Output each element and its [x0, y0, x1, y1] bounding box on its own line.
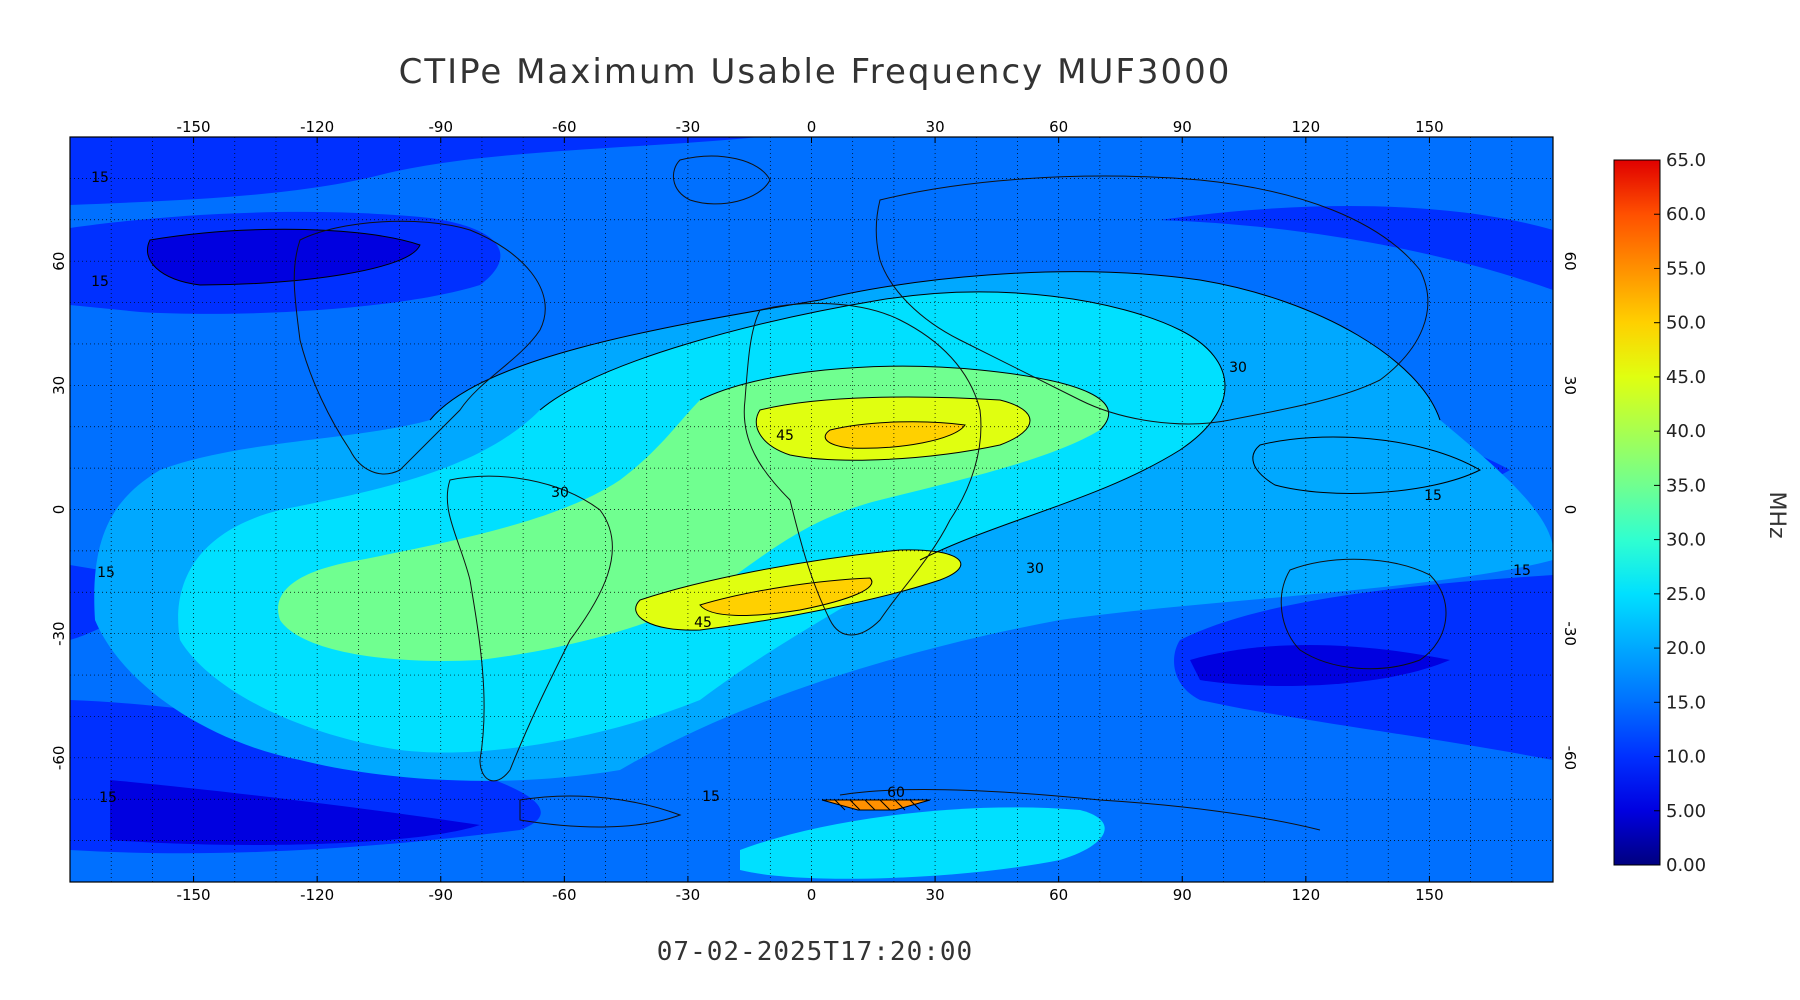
longitude-tick-label: 60	[1049, 886, 1068, 904]
latitude-tick-label: 30	[1561, 376, 1579, 395]
timestamp: 07-02-2025T17:20:00	[657, 937, 973, 967]
polar-hatch	[821, 799, 931, 811]
colorbar-tick-label: 55.0	[1666, 258, 1706, 279]
colorbar-tick-label: 10.0	[1666, 747, 1706, 768]
longitude-tick-label: 150	[1415, 118, 1444, 136]
latitude-tick-label: 0	[1561, 505, 1579, 515]
longitude-tick-label: -120	[300, 886, 334, 904]
graticule-grid	[70, 137, 1553, 882]
contour-label: 15	[702, 789, 720, 805]
contour-label: 30	[1026, 561, 1044, 577]
longitude-ticks-top: -150 -120 -90 -60 -30 0 30 60 90 120 150	[177, 118, 1444, 882]
longitude-ticks-bottom: -150 -120 -90 -60 -30 0 30 60 90 120 150	[177, 886, 1444, 904]
colorbar-tick-label: 60.0	[1666, 204, 1706, 225]
contour-label: 15	[91, 170, 109, 186]
longitude-tick-label: 120	[1292, 118, 1321, 136]
longitude-tick-label: 150	[1415, 886, 1444, 904]
muf-contour-map	[70, 137, 1553, 882]
longitude-tick-label: -60	[552, 118, 577, 136]
colorbar-tick-label: 35.0	[1666, 475, 1706, 496]
colorbar-tick-label: 20.0	[1666, 638, 1706, 659]
low-muf-region-arctic	[70, 137, 760, 205]
contour-lines	[147, 228, 1482, 631]
latitude-tick-label: 0	[50, 505, 68, 515]
contour-labels: 15 15 30 45 30 45 30 15 15 15 15 15 60	[91, 170, 1531, 806]
longitude-tick-label: -90	[429, 886, 454, 904]
contour-label: 60	[887, 785, 905, 801]
latitude-tick-label: -30	[1561, 621, 1579, 646]
contour-label: 15	[99, 790, 117, 806]
longitude-tick-label: -30	[676, 118, 701, 136]
contour-label: 45	[694, 615, 712, 631]
latitude-tick-label: -60	[50, 746, 68, 771]
longitude-tick-label: 0	[807, 886, 817, 904]
muf-max-north	[825, 421, 965, 449]
low-muf-region-north-atlantic	[1160, 206, 1553, 290]
longitude-tick-label: -150	[177, 118, 211, 136]
contour-label: 45	[776, 428, 794, 444]
muf-band-polar-patch	[740, 807, 1105, 879]
colorbar-tick-label: 50.0	[1666, 313, 1706, 334]
contour-label: 15	[91, 274, 109, 290]
colorbar-tick-label: 45.0	[1666, 367, 1706, 388]
colorbar-tick-label: 5.00	[1666, 801, 1706, 822]
latitude-ticks-left: 60 30 0 -30 -60	[50, 252, 68, 770]
longitude-tick-label: 90	[1173, 886, 1192, 904]
longitude-tick-label: -90	[429, 118, 454, 136]
contour-label: 15	[1513, 563, 1531, 579]
latitude-tick-label: -60	[1561, 746, 1579, 771]
chart-title: CTIPe Maximum Usable Frequency MUF3000	[399, 52, 1232, 92]
colorbar-tick-label: 30.0	[1666, 530, 1706, 551]
contour-label: 15	[1424, 488, 1442, 504]
coastlines	[293, 155, 1447, 831]
colorbar-gradient	[1613, 159, 1661, 866]
latitude-tick-label: 60	[50, 252, 68, 271]
min-muf-region-south-pacific	[110, 780, 480, 845]
colorbar-tick-label: 0.00	[1666, 855, 1706, 876]
longitude-tick-label: 60	[1049, 118, 1068, 136]
muf-max-south	[700, 578, 872, 616]
longitude-tick-label: 30	[926, 886, 945, 904]
longitude-tick-label: -60	[552, 886, 577, 904]
latitude-tick-label: 30	[50, 376, 68, 395]
latitude-tick-label: 60	[1561, 252, 1579, 271]
longitude-tick-label: 30	[926, 118, 945, 136]
contour-label: 30	[551, 485, 569, 501]
contour-label: 15	[97, 565, 115, 581]
latitude-ticks-right: 60 30 0 -30 -60	[1561, 252, 1579, 770]
longitude-tick-label: 120	[1292, 886, 1321, 904]
colorbar-tick-label: 65.0	[1666, 150, 1706, 171]
longitude-tick-label: -30	[676, 886, 701, 904]
colorbar-tick-label: 15.0	[1666, 692, 1706, 713]
contour-label: 30	[1229, 360, 1247, 376]
colorbar-tick-label: 40.0	[1666, 421, 1706, 442]
colorbar-unit-label: MHz	[1764, 491, 1789, 538]
latitude-tick-label: -30	[50, 621, 68, 646]
min-muf-region-australia	[1190, 645, 1450, 686]
min-muf-region-alaska	[147, 229, 420, 285]
longitude-tick-label: 0	[807, 118, 817, 136]
colorbar-tick-label: 25.0	[1666, 584, 1706, 605]
longitude-tick-label: -150	[177, 886, 211, 904]
colorbar: 0.00 5.00 10.0 15.0 20.0 25.0 30.0 35.0 40.0 45.0…	[1613, 150, 1706, 876]
longitude-tick-label: 90	[1173, 118, 1192, 136]
longitude-tick-label: -120	[300, 118, 334, 136]
